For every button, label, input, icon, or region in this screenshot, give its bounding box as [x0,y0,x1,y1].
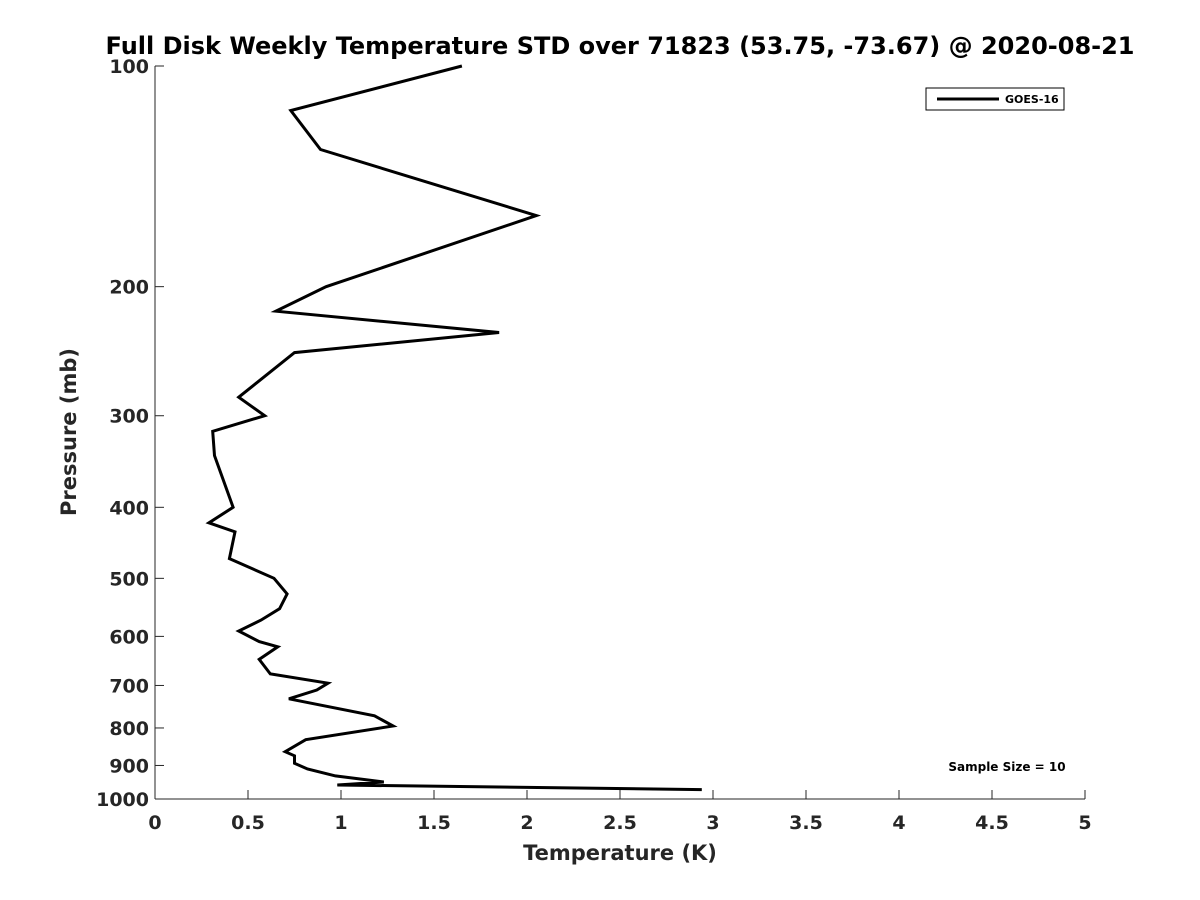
y-tick-label: 200 [109,277,149,299]
x-tick-label: 0 [148,812,161,834]
chart-title: Full Disk Weekly Temperature STD over 71… [106,32,1135,60]
y-axis-ticks: 100 200 300 400 500 600 700 800 900 1000 [96,56,164,811]
y-tick-label: 1000 [96,789,149,811]
x-tick-label: 2.5 [603,812,637,834]
axes [154,66,1085,800]
x-tick-label: 3 [706,812,719,834]
legend-entry-goes-16: GOES-16 [1005,93,1059,106]
series-layer [205,64,702,792]
y-tick-label: 500 [109,568,149,590]
x-tick-label: 0.5 [231,812,265,834]
y-tick-label: 400 [109,497,149,519]
x-tick-label: 4.5 [975,812,1009,834]
y-tick-label: 800 [109,718,149,740]
x-tick-label: 3.5 [789,812,823,834]
y-axis-label: Pressure (mb) [57,348,81,516]
y-tick-label: 600 [109,626,149,648]
x-tick-label: 2 [520,812,533,834]
x-tick-label: 4 [892,812,905,834]
y-tick-label: 100 [109,56,149,78]
y-tick-label: 700 [109,675,149,697]
sample-size-annotation: Sample Size = 10 [948,760,1065,774]
y-tick-label: 300 [109,406,149,428]
x-axis-ticks: 0 0.5 1 1.5 2 2.5 3 3.5 4 4.5 5 [148,790,1092,834]
plot-frame [155,66,1085,799]
y-tick-label: 900 [109,755,149,777]
x-tick-label: 1 [334,812,347,834]
x-tick-label: 5 [1078,812,1091,834]
x-axis-label: Temperature (K) [523,841,717,865]
x-tick-label: 1.5 [417,812,451,834]
series-line-goes-16 [205,64,702,792]
legend: GOES-16 [925,87,1065,111]
